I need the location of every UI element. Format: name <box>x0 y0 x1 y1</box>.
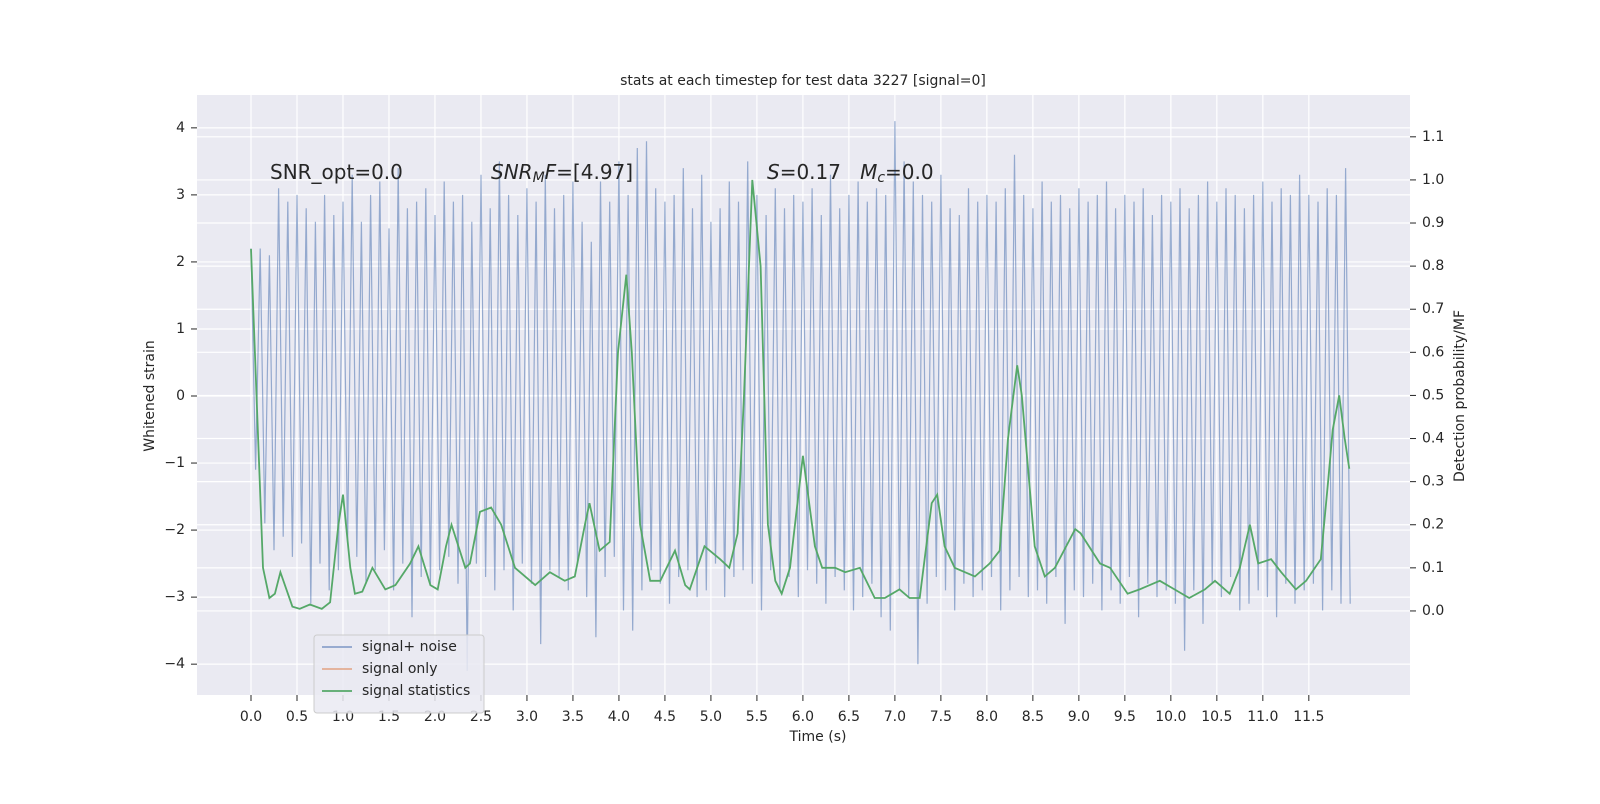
y2-tick-label: 0.9 <box>1422 215 1444 231</box>
annotation-part: M <box>533 170 545 186</box>
x-tick-label: 10.5 <box>1201 709 1232 725</box>
annotation: SNRMF=[4.97] <box>491 160 633 187</box>
x-tick-label: 8.0 <box>976 709 998 725</box>
legend-label: signal+ noise <box>362 639 457 655</box>
y2-tick-label: 0.2 <box>1422 517 1444 533</box>
x-tick-label: 7.5 <box>930 709 952 725</box>
x-tick-label: 3.0 <box>516 709 538 725</box>
x-tick-label: 5.5 <box>746 709 768 725</box>
y-tick-label: −1 <box>164 455 185 471</box>
y-axis-label: Whitened strain <box>142 340 158 451</box>
x-axis-label: Time (s) <box>789 729 847 745</box>
y2-tick-label: 0.8 <box>1422 258 1444 274</box>
y2-tick-label: 0.4 <box>1422 431 1444 447</box>
x-tick-label: 3.5 <box>562 709 584 725</box>
x-tick-label: 0.5 <box>286 709 308 725</box>
y2-axis-label: Detection probability/MF <box>1452 310 1468 482</box>
annotation-part: M <box>860 160 877 184</box>
x-tick-label: 4.0 <box>608 709 630 725</box>
legend-label: signal only <box>362 661 437 677</box>
y-tick-label: −3 <box>164 589 185 605</box>
y2-tick-label: 0.7 <box>1422 301 1444 317</box>
annotation-part: =[4.97] <box>556 160 633 184</box>
annotation-part: F <box>545 160 557 184</box>
x-tick-label: 9.0 <box>1068 709 1090 725</box>
series-line <box>250 121 1351 671</box>
y-tick-label: −2 <box>164 522 185 538</box>
x-tick-label: 11.0 <box>1247 709 1278 725</box>
y-tick-label: −4 <box>164 656 185 672</box>
series-line <box>250 179 1351 610</box>
annotation-part: S <box>767 160 780 184</box>
y2-tick-label: 0.0 <box>1422 603 1444 619</box>
annotation-part: SNR <box>491 160 533 184</box>
chart-title: stats at each timestep for test data 322… <box>620 73 986 89</box>
x-tick-label: 7.0 <box>884 709 906 725</box>
y-tick-label: 2 <box>176 254 185 270</box>
annotation: S=0.17 Mc=0.0 <box>767 160 934 187</box>
annotation-part: SNR_opt=0.0 <box>270 160 403 184</box>
y2-tick-label: 0.1 <box>1422 560 1444 576</box>
y-tick-label: 3 <box>176 187 185 203</box>
y2-tick-label: 0.6 <box>1422 344 1444 360</box>
legend-label: signal statistics <box>362 683 470 699</box>
y2-tick-label: 0.3 <box>1422 474 1444 490</box>
x-tick-label: 10.0 <box>1155 709 1186 725</box>
x-tick-label: 9.5 <box>1114 709 1136 725</box>
x-tick-label: 6.0 <box>792 709 814 725</box>
annotation: SNR_opt=0.0 <box>270 160 403 184</box>
annotation-part: =0.17 <box>780 160 860 184</box>
y2-tick-label: 1.0 <box>1422 172 1444 188</box>
x-tick-label: 5.0 <box>700 709 722 725</box>
annotation-part: =0.0 <box>885 160 934 184</box>
x-tick-label: 8.5 <box>1022 709 1044 725</box>
x-tick-label: 0.0 <box>240 709 262 725</box>
x-tick-label: 4.5 <box>654 709 676 725</box>
x-tick-label: 6.5 <box>838 709 860 725</box>
legend-box <box>313 634 485 714</box>
y-tick-label: 1 <box>176 321 185 337</box>
y2-tick-label: 0.5 <box>1422 387 1444 403</box>
y-tick-label: 0 <box>176 388 185 404</box>
annotation-part: c <box>877 170 885 186</box>
x-tick-label: 11.5 <box>1293 709 1324 725</box>
y-tick-label: 4 <box>176 120 185 136</box>
y2-tick-label: 1.1 <box>1422 129 1444 145</box>
